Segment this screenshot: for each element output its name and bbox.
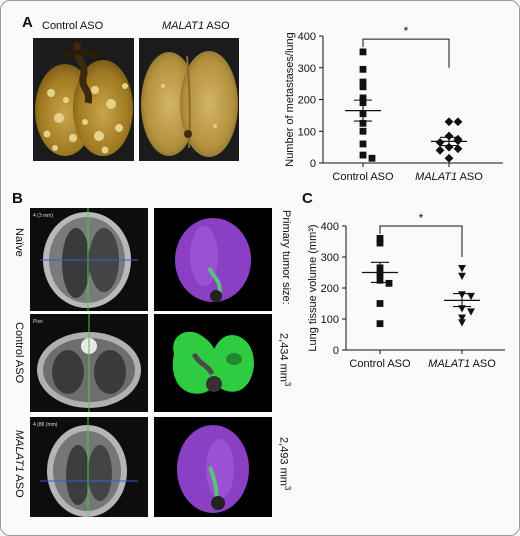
ct-overlay-text: Piso (33, 319, 43, 325)
y-tick-label: 300 (321, 252, 339, 264)
row-label-control: Control ASO (13, 322, 25, 384)
data-point (458, 305, 466, 313)
data-point (453, 136, 463, 146)
render-malat1 (154, 417, 272, 517)
data-point (444, 153, 454, 163)
data-point (376, 300, 384, 307)
panel-a-letter: A (22, 14, 33, 31)
lung-photo-malat1 (139, 38, 239, 161)
ct-slice-malat1: 4 (86 (mm) (30, 417, 148, 517)
ct-slice-naive: 4 (3 mm) (30, 208, 148, 311)
data-point (458, 319, 466, 327)
data-point (376, 264, 384, 272)
data-point (376, 320, 384, 328)
data-point (458, 291, 466, 299)
x-tick-label: Control ASO (349, 358, 411, 370)
data-point (376, 235, 384, 242)
render-naive (154, 208, 272, 311)
y-tick-label: 200 (321, 283, 339, 295)
significance-bracket (362, 38, 450, 68)
data-point (467, 308, 475, 316)
data-point (453, 117, 463, 127)
data-point (385, 279, 393, 287)
data-point (359, 119, 367, 127)
data-point (458, 264, 466, 273)
y-tick-label: 0 (310, 158, 316, 170)
panel-b-letter: B (12, 190, 23, 207)
x-tick-label: MALAT1 ASO (428, 358, 496, 370)
data-point (359, 48, 367, 56)
row-label-malat1: MALAT1 ASO (13, 430, 25, 498)
data-point (458, 272, 466, 280)
data-point (359, 140, 367, 148)
x-tick-label: Control ASO (332, 171, 394, 183)
y-tick-label: 300 (298, 63, 316, 75)
significance-star: * (419, 211, 424, 225)
data-point (444, 142, 454, 152)
tumor-size-malat1: 2,493 mm3 (277, 437, 292, 491)
data-point (376, 276, 384, 284)
panel-c-letter: C (302, 190, 313, 207)
significance-star: * (404, 24, 409, 38)
lung-photo-control (33, 38, 134, 161)
ct-slice-control: Piso (30, 314, 148, 412)
y-axis-label: Lung tissue volume (mm³) (307, 224, 319, 351)
data-point (359, 78, 367, 86)
data-point (444, 117, 454, 127)
y-tick-label: 200 (298, 95, 316, 107)
data-point (359, 94, 367, 102)
x-tick-label: MALAT1 ASO (415, 171, 483, 183)
data-point (359, 65, 367, 73)
y-tick-label: 400 (298, 31, 316, 43)
significance-bracket (379, 225, 463, 257)
photo-label-control: Control ASO (42, 20, 104, 32)
data-point (458, 314, 466, 322)
data-point (359, 99, 367, 107)
data-point (453, 144, 463, 154)
data-point (435, 145, 445, 155)
data-point (359, 83, 367, 91)
render-control (154, 314, 272, 412)
ct-overlay-text: 4 (3 mm) (33, 213, 53, 219)
data-point (359, 151, 367, 159)
data-point (376, 270, 384, 278)
ct-overlay-text: 4 (86 (mm) (33, 422, 58, 428)
photo-label-malat1: MALAT1 ASO (162, 20, 230, 32)
y-tick-label: 100 (298, 126, 316, 138)
y-tick-label: 100 (321, 314, 339, 326)
data-point (359, 110, 367, 118)
data-point (368, 154, 376, 162)
data-point (467, 292, 475, 301)
data-point (359, 127, 367, 135)
y-tick-label: 0 (333, 345, 339, 357)
y-axis-label: Number of metastases/lung (284, 32, 296, 167)
y-tick-label: 400 (321, 221, 339, 233)
data-point (376, 239, 384, 247)
tumor-size-control: 2,434 mm3 (277, 333, 292, 387)
tumor-size-header: Primary tumor size: (280, 210, 292, 305)
data-point (444, 131, 454, 141)
row-label-naive: Naïve (13, 228, 25, 257)
